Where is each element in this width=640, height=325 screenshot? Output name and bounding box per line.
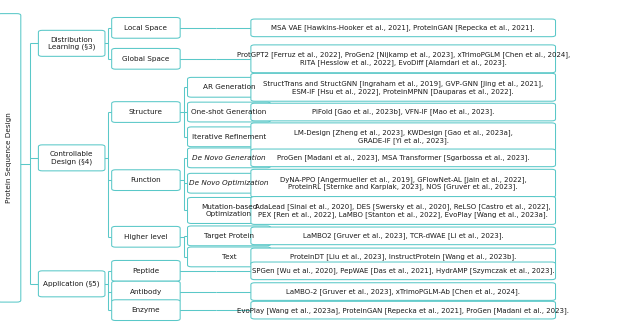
Text: De Novo Optimization: De Novo Optimization [189,180,269,186]
Text: Antibody: Antibody [130,289,162,294]
FancyBboxPatch shape [251,283,556,300]
Text: Function: Function [131,177,161,183]
Text: One-shot Generation: One-shot Generation [191,109,267,115]
Text: ProGen [Madani et al., 2023], MSA Transformer [Sgarbossa et al., 2023].: ProGen [Madani et al., 2023], MSA Transf… [277,154,529,161]
Text: Distribution
Learning (§3): Distribution Learning (§3) [48,37,95,50]
Text: DyNA-PPO [Angermueller et al., 2019], GFlowNet-AL [Jain et al., 2022],
ProteinRL: DyNA-PPO [Angermueller et al., 2019], GF… [280,176,527,190]
FancyBboxPatch shape [111,48,180,69]
FancyBboxPatch shape [251,45,556,73]
FancyBboxPatch shape [111,170,180,190]
FancyBboxPatch shape [111,18,180,38]
Text: MSA VAE [Hawkins-Hooker et al., 2021], ProteinGAN [Repecka et al., 2021].: MSA VAE [Hawkins-Hooker et al., 2021], P… [271,24,535,31]
Text: LaMBO2 [Gruver et al., 2023], TCR-dWAE [Li et al., 2023].: LaMBO2 [Gruver et al., 2023], TCR-dWAE [… [303,232,504,239]
Text: StructTrans and StructGNN [Ingraham et al., 2019], GVP-GNN [Jing et al., 2021],
: StructTrans and StructGNN [Ingraham et a… [263,80,543,95]
FancyBboxPatch shape [251,197,556,224]
Text: Target Protein: Target Protein [204,233,254,239]
Text: ProtGPT2 [Ferruz et al., 2022], ProGen2 [Nijkamp et al., 2023], xTrimoPGLM [Chen: ProtGPT2 [Ferruz et al., 2022], ProGen2 … [237,52,570,66]
Text: Controllable
Design (§4): Controllable Design (§4) [50,151,93,164]
Text: LM-Design [Zheng et al., 2023], KWDesign [Gao et al., 2023a],
GRADE-IF [Yi et al: LM-Design [Zheng et al., 2023], KWDesign… [294,130,513,144]
FancyBboxPatch shape [188,173,271,193]
Text: AR Generation: AR Generation [203,84,255,90]
Text: Enzyme: Enzyme [132,307,160,313]
FancyBboxPatch shape [188,77,271,97]
FancyBboxPatch shape [111,260,180,281]
Text: SPGen [Wu et al., 2020], PepWAE [Das et al., 2021], HydrAMP [Szymczak et al., 20: SPGen [Wu et al., 2020], PepWAE [Das et … [252,267,554,274]
FancyBboxPatch shape [188,226,271,246]
FancyBboxPatch shape [251,19,556,37]
Text: Iterative Refinement: Iterative Refinement [192,134,266,140]
FancyBboxPatch shape [38,145,105,171]
Text: Higher level: Higher level [124,234,168,240]
FancyBboxPatch shape [111,300,180,320]
Text: Global Space: Global Space [122,56,170,62]
Text: ProteinDT [Liu et al., 2023], InstructProtein [Wang et al., 2023b].: ProteinDT [Liu et al., 2023], InstructPr… [290,254,516,260]
FancyBboxPatch shape [38,30,105,56]
FancyBboxPatch shape [251,227,556,245]
Text: Local Space: Local Space [124,25,168,31]
Text: Peptide: Peptide [132,268,159,274]
FancyBboxPatch shape [251,262,556,279]
FancyBboxPatch shape [38,271,105,297]
Text: De Novo Generation: De Novo Generation [192,155,266,161]
Text: Text: Text [222,254,236,260]
FancyBboxPatch shape [251,149,556,167]
FancyBboxPatch shape [188,198,271,224]
FancyBboxPatch shape [251,73,556,101]
Text: AdaLead [Sinai et al., 2020], DES [Swersky et al., 2020], ReLSO [Castro et al., : AdaLead [Sinai et al., 2020], DES [Swers… [255,203,551,218]
Text: Mutation-based
Optimization: Mutation-based Optimization [201,204,257,217]
Text: LaMBO-2 [Gruver et al., 2023], xTrimoPGLM-Ab [Chen et al., 2024].: LaMBO-2 [Gruver et al., 2023], xTrimoPGL… [286,288,520,295]
FancyBboxPatch shape [251,103,556,121]
FancyBboxPatch shape [111,281,180,302]
FancyBboxPatch shape [251,301,556,319]
FancyBboxPatch shape [0,14,20,302]
FancyBboxPatch shape [188,102,271,122]
FancyBboxPatch shape [188,127,271,147]
Text: Application (§5): Application (§5) [44,280,100,287]
FancyBboxPatch shape [188,247,271,267]
Text: Protein Sequence Design: Protein Sequence Design [6,112,12,203]
FancyBboxPatch shape [251,248,556,266]
FancyBboxPatch shape [111,227,180,247]
Text: PiFold [Gao et al., 2023b], VFN-IF [Mao et al., 2023].: PiFold [Gao et al., 2023b], VFN-IF [Mao … [312,109,494,115]
FancyBboxPatch shape [111,102,180,123]
FancyBboxPatch shape [251,169,556,197]
FancyBboxPatch shape [251,123,556,151]
Text: EvoPlay [Wang et al., 2023a], ProteinGAN [Repecka et al., 2021], ProGen [Madani : EvoPlay [Wang et al., 2023a], ProteinGAN… [237,307,569,314]
Text: Structure: Structure [129,109,163,115]
FancyBboxPatch shape [188,148,271,168]
